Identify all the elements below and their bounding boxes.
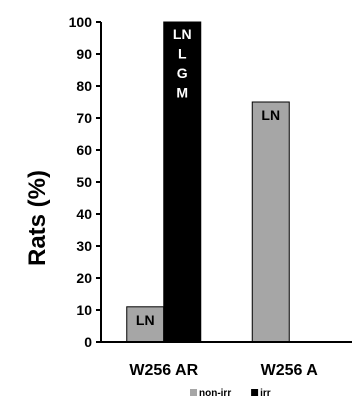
y-tick-label: 30 (76, 238, 92, 254)
bar-non-irr (126, 306, 165, 343)
x-axis: W256 AR W256 A (101, 341, 352, 379)
legend-label: non-irr (199, 388, 231, 399)
bar-annotation: G (177, 65, 188, 81)
y-tick-label: 10 (76, 302, 92, 318)
bar-annotation: M (176, 85, 188, 101)
y-tick-label: 70 (76, 110, 92, 126)
bar-annotation: L (178, 46, 187, 62)
legend: non-irr irr (190, 388, 271, 399)
y-tick-label: 60 (76, 142, 92, 158)
y-axis: 0 10 20 30 40 50 60 70 80 90 100 (69, 14, 102, 350)
y-tick-label: 80 (76, 78, 92, 94)
bar-irr (163, 21, 202, 343)
y-axis-label: Rats (%) (24, 170, 51, 266)
bar-annotation: LN (261, 107, 280, 123)
y-tick-label: 20 (76, 270, 92, 286)
y-tick-label: 0 (84, 334, 92, 350)
y-tick-label: 40 (76, 206, 92, 222)
bar-labels: LN LN LGM LN (136, 26, 280, 328)
legend-swatch-irr (251, 389, 259, 396)
legend-label: irr (260, 388, 271, 399)
x-category-label: W256 A (261, 362, 319, 379)
y-tick-label: 50 (76, 174, 92, 190)
bar-annotation: LN (136, 312, 155, 328)
y-tick-label: 90 (76, 46, 92, 62)
x-category-label: W256 AR (129, 362, 198, 379)
bar-non-irr (251, 101, 290, 343)
bars (126, 21, 290, 343)
bar-annotation: LN (173, 26, 192, 42)
y-tick-label: 100 (69, 14, 93, 30)
legend-swatch-non-irr (190, 389, 197, 396)
